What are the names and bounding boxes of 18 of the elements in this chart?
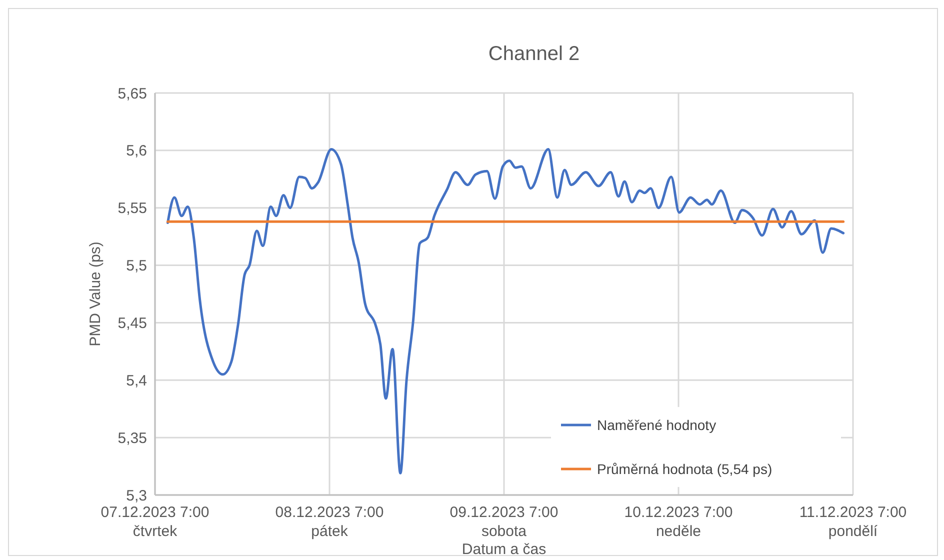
legend-label: Naměřené hodnoty	[597, 416, 716, 433]
x-tick-label: 11.12.2023 7:00 pondělí	[799, 504, 907, 540]
y-axis-title: PMD Value (ps)	[87, 242, 104, 346]
y-tick-label: 5,6	[126, 142, 147, 160]
y-tick-label: 5,55	[118, 200, 147, 218]
y-tick-label: 5,5	[126, 258, 147, 275]
y-tick-label: 5,3	[126, 487, 147, 504]
x-tick-label: 09.12.2023 7:00 sobota	[450, 504, 558, 540]
y-tick-label: 5,45	[118, 314, 147, 332]
x-axis-title: Datum a čas	[462, 541, 546, 558]
x-tick-label: 10.12.2023 7:00 neděle	[624, 504, 733, 540]
y-tick-label: 5,35	[118, 430, 147, 447]
y-tick-label: 5,4	[126, 372, 147, 390]
legend-label: Průměrná hodnota (5,54 ps)	[597, 460, 772, 477]
x-tick-label: 08.12.2023 7:00 pátek	[275, 504, 384, 540]
x-tick-label: 07.12.2023 7:00 čtvrtek	[100, 504, 210, 540]
chart-title: Channel 2	[488, 43, 580, 65]
y-tick-label: 5,65	[118, 85, 147, 102]
